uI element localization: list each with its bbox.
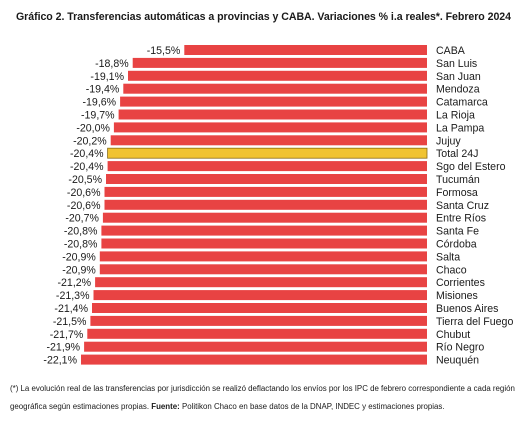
category-label: CABA — [436, 45, 466, 57]
value-label: -20,8% — [64, 239, 98, 251]
value-label: -19,6% — [83, 97, 117, 109]
value-label: -20,4% — [70, 148, 104, 160]
bar-tierra-del-fuego — [90, 315, 428, 326]
category-label: San Luis — [436, 58, 477, 70]
bar-neuqu-n — [81, 354, 427, 365]
category-label: Río Negro — [436, 342, 484, 354]
bar-corrientes — [95, 277, 427, 288]
bar-salta — [99, 251, 428, 262]
bar-caba — [184, 45, 427, 55]
bar-mendoza — [123, 83, 428, 94]
value-label: -20,9% — [62, 251, 96, 263]
bar-chart: -15,5% CABA -18,8% San Luis -19,1% San Juan -1… — [43, 45, 513, 367]
category-label: Neuquén — [436, 355, 479, 367]
category-label: Santa Cruz — [436, 200, 489, 212]
value-label: -20,2% — [73, 135, 107, 147]
category-label: Misiones — [436, 290, 478, 302]
category-label: Salta — [436, 251, 460, 263]
bar-san-juan — [128, 70, 427, 81]
bar-santa-fe — [101, 225, 428, 236]
value-label: -22,1% — [43, 355, 77, 367]
category-label: Corrientes — [436, 277, 485, 289]
value-label: -21,2% — [58, 277, 92, 289]
category-label: Entre Ríos — [436, 213, 486, 225]
category-label: Chaco — [436, 264, 467, 276]
bar-tucum-n — [106, 174, 427, 184]
value-label: -21,7% — [50, 329, 84, 341]
value-label: -20,8% — [64, 226, 98, 238]
value-label: -18,8% — [95, 58, 129, 70]
value-label: -20,6% — [67, 187, 101, 199]
bar-santa-cruz — [104, 199, 427, 210]
bar-formosa — [104, 186, 427, 197]
bar-total-24j — [107, 147, 428, 159]
source-text: Politikon Chaco en base datos de la DNAP… — [181, 402, 445, 411]
value-label: -20,0% — [76, 122, 110, 134]
category-label: La Pampa — [436, 122, 484, 134]
category-label: Jujuy — [436, 135, 461, 147]
bar-c-rdoba — [101, 238, 428, 249]
category-label: Santa Fe — [436, 226, 479, 238]
value-label: -19,1% — [90, 71, 124, 83]
category-label: Formosa — [436, 187, 478, 199]
value-label: -19,7% — [81, 110, 115, 122]
bar-jujuy — [110, 135, 427, 146]
value-label: -20,7% — [65, 213, 99, 225]
bar-sgo-del-estero — [107, 161, 427, 172]
source-label: Fuente: — [151, 402, 180, 411]
category-label: Total 24J — [436, 148, 478, 160]
bar-chaco — [99, 264, 428, 275]
footnote-text: (*) La evolución real de las transferenc… — [10, 384, 515, 411]
category-label: Córdoba — [436, 239, 477, 251]
value-label: -21,5% — [53, 316, 87, 328]
value-label: -20,9% — [62, 264, 96, 276]
category-label: La Rioja — [436, 110, 475, 122]
footnote: (*) La evolución real de las transferenc… — [10, 380, 520, 416]
bar-r-o-negro — [84, 341, 427, 352]
value-label: -21,3% — [56, 290, 90, 302]
category-label: Catamarca — [436, 97, 488, 109]
bar-buenos-aires — [92, 303, 427, 313]
value-label: -20,5% — [68, 174, 102, 186]
category-label: Mendoza — [436, 84, 480, 96]
bar-entre-r-os — [102, 212, 428, 223]
bar-la-pampa — [113, 122, 428, 133]
bar-chubut — [87, 328, 428, 339]
value-label: -15,5% — [147, 45, 181, 57]
value-label: -21,9% — [47, 342, 81, 354]
chart-title: Gráfico 2. Transferencias automáticas a … — [15, 11, 511, 23]
category-label: Tucumán — [436, 174, 480, 186]
value-label: -20,6% — [67, 200, 101, 212]
bar-misiones — [93, 290, 427, 301]
value-label: -20,4% — [70, 161, 104, 173]
value-label: -21,4% — [54, 303, 88, 315]
bar-san-luis — [132, 57, 427, 68]
bar-catamarca — [120, 96, 427, 107]
category-label: Chubut — [436, 329, 470, 341]
category-label: San Juan — [436, 71, 481, 83]
category-label: Sgo del Estero — [436, 161, 506, 173]
category-label: Buenos Aires — [436, 303, 498, 315]
bar-la-rioja — [118, 109, 427, 120]
category-label: Tierra del Fuego — [436, 316, 513, 328]
value-label: -19,4% — [86, 84, 120, 96]
